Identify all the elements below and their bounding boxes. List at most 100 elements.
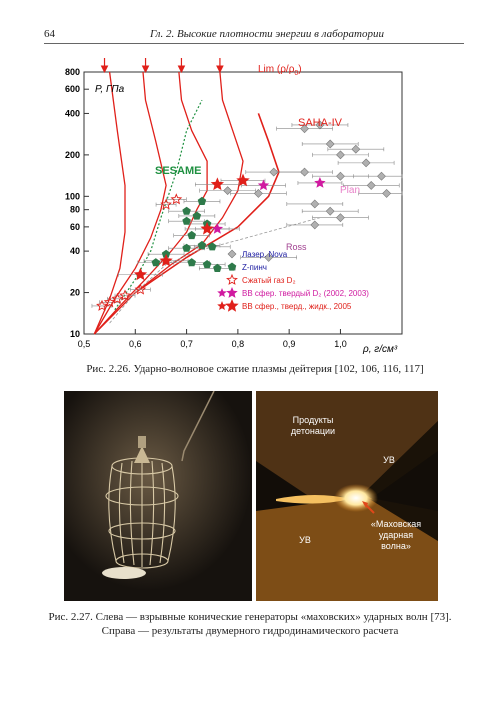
y-tick-label: 80 <box>70 205 80 215</box>
axis-ticks: 0,5 0,6 0,7 0,8 0,9 1,0 10 20 40 60 80 100 200 400 600… <box>65 67 347 349</box>
nova-point <box>336 213 345 223</box>
uv-top-label: УВ <box>383 455 395 465</box>
nova-point <box>300 124 309 134</box>
solid-d2-point <box>226 287 238 298</box>
solid-d2-point <box>257 179 270 191</box>
nova-point <box>325 206 335 216</box>
ross-label: Ross <box>286 242 307 252</box>
x-axis-label: ρ, г/см³ <box>362 344 398 355</box>
nova-point <box>336 150 345 160</box>
nova-point <box>377 171 386 181</box>
legend-marker <box>217 301 227 310</box>
photo-conical-generators <box>64 391 252 601</box>
explosive-point <box>236 173 250 187</box>
uv-bottom-label: УВ <box>299 535 311 545</box>
x-tick-label: 0,9 <box>283 339 296 349</box>
legend-marker <box>217 288 227 297</box>
saha-curve <box>134 113 280 294</box>
gas-point <box>170 193 183 205</box>
zpinch-point <box>151 258 161 267</box>
simulation-image: Продукты детонации УВ УВ «Маховская удар… <box>256 391 438 601</box>
model-curve <box>93 71 244 335</box>
legend: Лазер. Nova Z-пинч Сжатый газ D₂ ВВ сфер. т… <box>217 250 369 311</box>
zpinch-point <box>161 249 171 258</box>
model-curve <box>93 71 167 335</box>
explosive-point <box>210 177 224 191</box>
nova-point <box>366 181 376 190</box>
nova-point <box>382 188 392 198</box>
x-tick-label: 0,6 <box>129 339 142 349</box>
legend-entry: ВВ сфер. твердый D₂ (2002, 2003) <box>242 289 369 298</box>
page-number: 64 <box>44 28 55 40</box>
y-tick-label: 60 <box>70 222 80 232</box>
gas-point <box>111 292 124 304</box>
y-tick-label: 400 <box>65 108 80 118</box>
x-tick-label: 0,5 <box>78 339 91 349</box>
y-tick-label: 40 <box>70 246 80 256</box>
y-tick-label: 800 <box>65 67 80 77</box>
gas-point <box>119 289 131 301</box>
gas-point <box>134 283 147 295</box>
limit-arrow-head <box>100 65 109 74</box>
data-points <box>96 120 392 312</box>
hydrodynamic-simulation <box>256 391 438 601</box>
deuterium-compression-chart: 0,5 0,6 0,7 0,8 0,9 1,0 10 20 40 60 80 100 200 400 600… <box>65 58 403 355</box>
zpinch-point <box>182 206 191 215</box>
zpinch-point <box>227 262 237 271</box>
legend-entry: ВВ сфер., тверд., жидк., 2005 <box>242 302 352 311</box>
nova-point <box>310 220 320 230</box>
gas-point <box>96 299 108 311</box>
saha-label: SAHA-IV <box>298 117 343 129</box>
figure-caption-2-26: Рис. 2.26. Ударно-волновое сжатие плазмы… <box>86 363 424 375</box>
nova-point <box>300 167 309 177</box>
limit-arrow-head <box>177 65 186 74</box>
explosive-point <box>225 299 239 312</box>
explosive-point <box>159 253 173 267</box>
nova-point <box>253 188 263 198</box>
legend-entry: Сжатый газ D₂ <box>242 276 296 285</box>
explosive-point <box>133 267 148 281</box>
y-tick-label: 20 <box>70 288 80 298</box>
y-tick-label: 200 <box>65 150 80 160</box>
plot-border <box>83 71 403 335</box>
x-tick-label: 0,8 <box>232 339 245 349</box>
zpinch-point <box>207 242 217 251</box>
y-axis-label: P, ГПа <box>95 84 125 95</box>
gas-point <box>226 273 238 285</box>
sesame-curve <box>114 99 203 311</box>
limit-arrow-head <box>141 65 150 74</box>
zpinch-point <box>197 196 207 205</box>
y-tick-label: 100 <box>65 191 80 201</box>
zpinch-point <box>187 258 196 267</box>
limit-arrows <box>100 58 224 74</box>
solid-d2-point <box>314 177 326 188</box>
nova-point <box>269 167 279 177</box>
nova-point <box>264 252 274 262</box>
limit-arrow-head <box>216 65 224 74</box>
nova-point <box>310 199 320 209</box>
mach-wave-label: «Маховская ударная волна» <box>370 519 422 551</box>
zpinch-point <box>182 243 191 252</box>
y-tick-label: 10 <box>70 329 80 339</box>
solid-d2-point <box>211 222 224 234</box>
lim-label: Lim (ρ/ρ0) <box>258 64 302 77</box>
nova-point <box>223 186 233 196</box>
y-tick-label: 600 <box>65 84 80 94</box>
products-label: Продукты детонации <box>290 415 336 436</box>
legend-entry: Лазер. Nova <box>242 250 288 259</box>
gas-point <box>103 296 116 308</box>
plot-frame <box>83 71 403 335</box>
nova-point <box>325 139 335 149</box>
generator-photo-illustration <box>64 391 252 601</box>
figure-caption-2-27: Рис. 2.27. Слева — взрывные конические г… <box>48 611 452 637</box>
nova-point <box>351 144 361 154</box>
sesame-label: SESAME <box>155 165 201 177</box>
zpinch-point <box>202 260 212 269</box>
gas-point <box>160 198 172 210</box>
zpinch-point <box>197 240 207 250</box>
zpinch-point <box>192 211 202 220</box>
nova-point <box>361 158 371 168</box>
nova-point <box>315 120 325 130</box>
plan-label: Plan <box>340 185 360 196</box>
nova-point <box>227 249 237 259</box>
